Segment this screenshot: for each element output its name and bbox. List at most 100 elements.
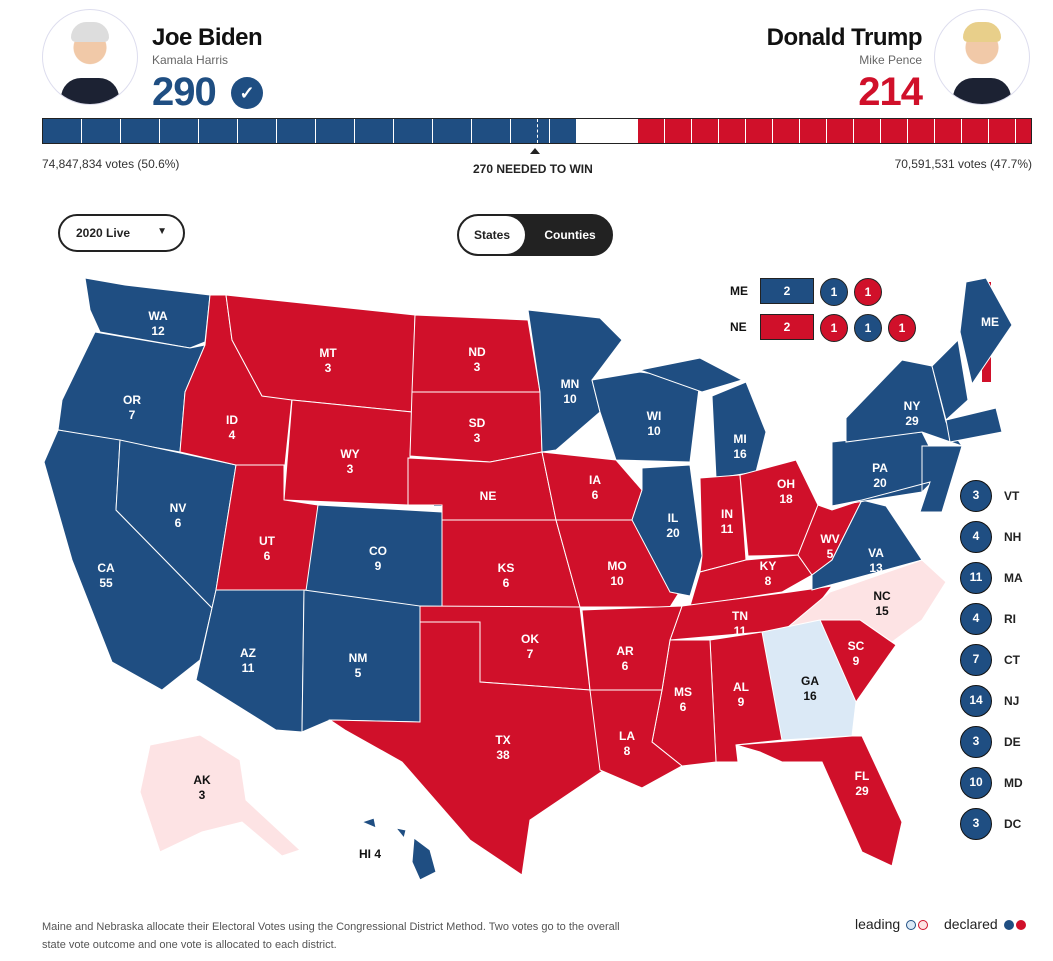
state-label-ks: KS <box>498 561 515 575</box>
leading-dem-dot <box>906 920 917 931</box>
state-label-sc: SC <box>848 639 865 653</box>
state-mi2[interactable] <box>638 357 744 393</box>
small-state-abbr: RI <box>1004 612 1016 626</box>
small-state-ev: 4 <box>960 603 992 635</box>
small-state-vt[interactable]: 3 VT <box>960 480 1030 512</box>
state-sne[interactable] <box>945 407 1003 443</box>
state-ev-az: 11 <box>242 661 255 675</box>
state-ev-co: 9 <box>375 559 382 573</box>
state-vtnh[interactable] <box>931 338 969 421</box>
state-label-nd: ND <box>468 345 486 359</box>
state-wi[interactable] <box>591 371 701 463</box>
state-ne[interactable] <box>407 451 557 521</box>
state-mo[interactable] <box>555 519 683 608</box>
small-state-abbr: NJ <box>1004 694 1020 708</box>
state-ev-ks: 6 <box>503 576 510 590</box>
state-label-pa: PA <box>872 461 888 475</box>
biden-photo <box>42 9 138 105</box>
small-state-md[interactable]: 10 MD <box>960 767 1030 799</box>
split-me-vote: 1 <box>820 278 848 306</box>
state-va[interactable] <box>811 499 923 591</box>
split-ne-vote: 1 <box>888 314 916 342</box>
small-state-abbr: MA <box>1004 571 1023 585</box>
state-ev-ut: 6 <box>264 549 271 563</box>
state-ev-ca: 55 <box>99 576 113 590</box>
state-label-ok: OK <box>521 632 539 646</box>
state-ev-mi: 16 <box>733 447 747 461</box>
trump-name: Donald Trump <box>766 24 923 51</box>
state-label-ak: AK <box>193 773 211 787</box>
split-me-vote: 1 <box>854 278 882 306</box>
state-label-nm: NM <box>349 651 368 665</box>
small-state-ev: 11 <box>960 562 992 594</box>
toggle-states[interactable]: States <box>459 216 525 254</box>
state-ev-oh: 18 <box>779 492 793 506</box>
small-state-nh[interactable]: 4 NH <box>960 521 1030 553</box>
state-il[interactable] <box>631 464 703 597</box>
state-label-wv: WV <box>820 532 839 546</box>
state-wa[interactable] <box>84 277 211 349</box>
state-label-nc: NC <box>873 589 891 603</box>
state-ev-sd: 3 <box>474 431 481 445</box>
state-ev-nv: 6 <box>175 516 182 530</box>
state-tx[interactable] <box>328 621 605 876</box>
state-ev-il: 20 <box>666 526 680 540</box>
state-label-in: IN <box>721 507 733 521</box>
state-label-ia: IA <box>589 473 601 487</box>
state-me[interactable] <box>959 277 1013 386</box>
state-label-fl: FL <box>855 769 870 783</box>
view-toggle[interactable]: States Counties <box>457 214 613 256</box>
state-label-ut: UT <box>259 534 276 548</box>
year-dropdown[interactable]: 2020 Live ▼ <box>58 214 185 252</box>
state-label-ms: MS <box>674 685 692 699</box>
state-label-mn: MN <box>561 377 580 391</box>
small-state-ri[interactable]: 4 RI <box>960 603 1030 635</box>
state-label-co: CO <box>369 544 387 558</box>
state-fl[interactable] <box>735 735 903 867</box>
state-label-ga: GA <box>801 674 819 688</box>
270-marker-line <box>537 119 538 143</box>
state-label-al: AL <box>733 680 749 694</box>
small-state-abbr: DC <box>1004 817 1022 831</box>
state-mi[interactable] <box>711 381 767 479</box>
small-state-de[interactable]: 3 DE <box>960 726 1030 758</box>
state-ev-ar: 6 <box>622 659 629 673</box>
biden-bar-fill <box>43 119 576 143</box>
split-me-vote: 2 <box>760 278 814 304</box>
small-state-ct[interactable]: 7 CT <box>960 644 1030 676</box>
state-ev-nc: 15 <box>875 604 889 618</box>
state-hi[interactable] <box>394 827 407 840</box>
small-state-ma[interactable]: 11 MA <box>960 562 1030 594</box>
state-ev-nd: 3 <box>474 360 481 374</box>
state-hi[interactable] <box>411 837 437 881</box>
state-ev-mn: 10 <box>563 392 577 406</box>
leading-rep-dot <box>918 920 929 931</box>
declared-rep-dot <box>1015 920 1026 931</box>
legend: leading declared <box>855 916 1026 932</box>
small-state-nj[interactable]: 14 NJ <box>960 685 1030 717</box>
state-ev-la: 8 <box>624 744 631 758</box>
state-ev-va: 13 <box>869 561 883 575</box>
small-state-ev: 10 <box>960 767 992 799</box>
state-ev-or: 7 <box>129 408 136 422</box>
caret-down-icon: ▼ <box>157 226 167 237</box>
split-ne-vote: 1 <box>820 314 848 342</box>
small-state-abbr: DE <box>1004 735 1021 749</box>
small-state-dc[interactable]: 3 DC <box>960 808 1030 840</box>
state-hi[interactable] <box>360 817 377 829</box>
state-ev-tx: 38 <box>496 748 510 762</box>
state-label-tx: TX <box>495 733 510 747</box>
state-label-ky: KY <box>760 559 777 573</box>
toggle-counties[interactable]: Counties <box>544 228 596 242</box>
state-la[interactable] <box>589 689 683 789</box>
state-label-va: VA <box>868 546 884 560</box>
state-label-oh: OH <box>777 477 795 491</box>
state-new[interactable] <box>831 445 963 513</box>
state-label-tn: TN <box>732 609 748 623</box>
biden-votes: 74,847,834 votes (50.6%) <box>42 157 180 171</box>
state-ev-pa: 20 <box>873 476 887 490</box>
state-label-ny: NY <box>904 399 921 413</box>
state-ak[interactable] <box>139 734 301 857</box>
state-ev-fl: 29 <box>855 784 869 798</box>
